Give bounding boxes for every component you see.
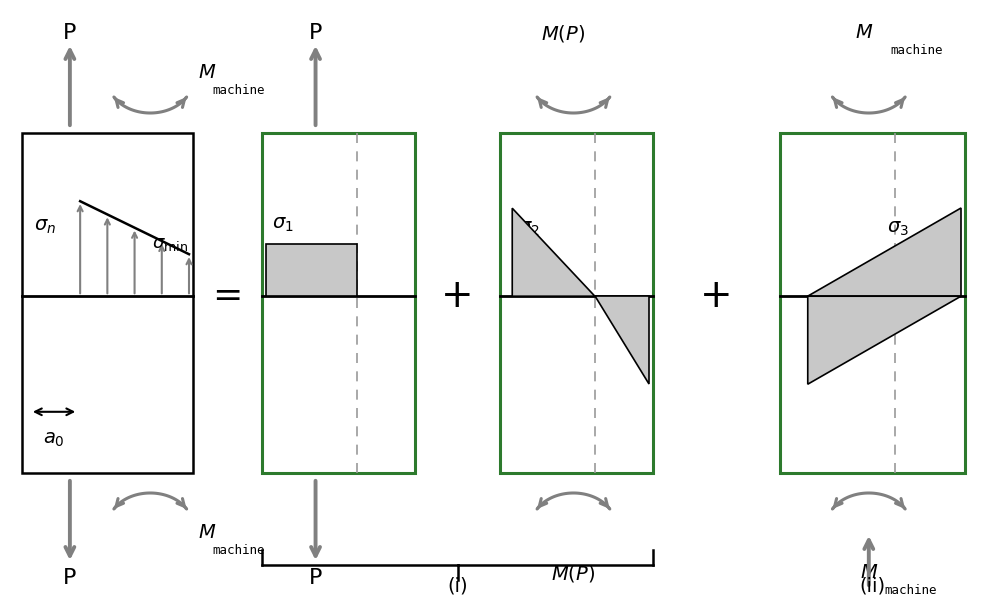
Text: machine: machine [212, 84, 265, 98]
Text: =: = [212, 279, 243, 313]
Text: machine: machine [891, 45, 943, 57]
Text: $a_0$: $a_0$ [43, 430, 65, 449]
Text: (ii): (ii) [859, 576, 886, 595]
Text: P: P [63, 568, 77, 588]
Text: $M(P)$: $M(P)$ [551, 563, 596, 584]
Bar [22, 133, 193, 473]
Bar [780, 133, 965, 473]
Bar [266, 244, 357, 296]
Polygon shape [512, 208, 595, 296]
Text: machine: machine [212, 545, 265, 558]
Text: $M$: $M$ [855, 24, 873, 42]
Text: $M$: $M$ [860, 563, 878, 582]
Text: $\sigma_n$: $\sigma_n$ [34, 216, 56, 236]
Text: machine: machine [885, 584, 937, 598]
Text: P: P [63, 23, 77, 43]
Polygon shape [595, 296, 649, 384]
Text: P: P [309, 23, 322, 43]
Bar [262, 133, 415, 473]
Bar [500, 133, 653, 473]
Text: $M$: $M$ [198, 63, 217, 83]
Bar [262, 133, 415, 473]
Text: $\sigma_3$: $\sigma_3$ [887, 219, 909, 238]
Bar [780, 133, 965, 473]
Text: (i): (i) [447, 576, 468, 595]
Polygon shape [808, 296, 961, 384]
Text: $M(P)$: $M(P)$ [541, 22, 586, 43]
Text: +: + [700, 277, 733, 315]
Text: P: P [309, 568, 322, 588]
Text: $\sigma_{\min}$: $\sigma_{\min}$ [152, 235, 188, 253]
Text: $\sigma_1$: $\sigma_1$ [272, 215, 294, 234]
Text: $\sigma_2$: $\sigma_2$ [518, 219, 540, 238]
Text: $M$: $M$ [198, 523, 217, 543]
Polygon shape [808, 208, 961, 296]
Bar [500, 133, 653, 473]
Text: +: + [441, 277, 474, 315]
